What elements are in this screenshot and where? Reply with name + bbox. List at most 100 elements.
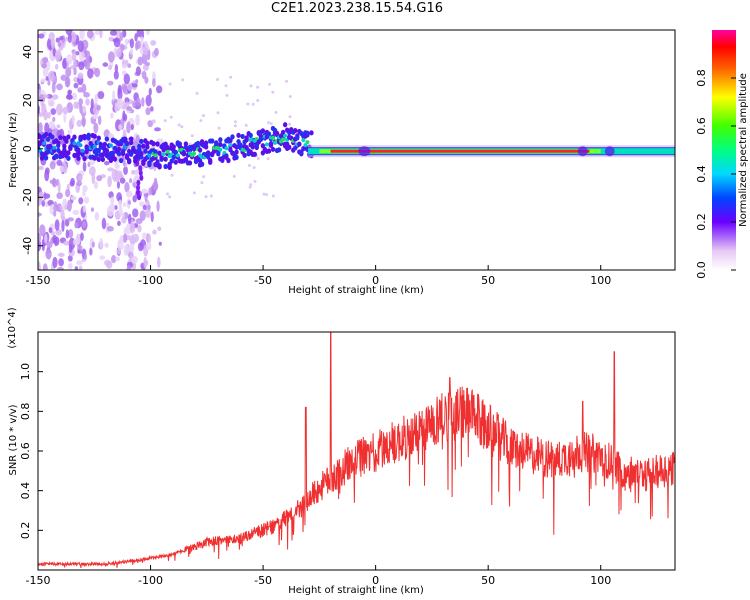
- spectrogram-ridge-mark: [218, 137, 223, 143]
- colorbar-label: Normalized spectral amplitude: [738, 73, 749, 227]
- spectrogram-noise-mark: [48, 120, 55, 131]
- spectrogram-noise-mark: [122, 30, 127, 38]
- spectrogram-noise-mark: [67, 217, 74, 222]
- spectrogram-x-tick-label: -50: [254, 274, 272, 287]
- spectrogram-ridge-mark: [242, 152, 247, 158]
- spectrogram-noise-mark: [94, 67, 101, 78]
- spectrogram-noise-mark: [114, 205, 118, 210]
- spectrogram-noise-mark: [121, 64, 128, 69]
- snr-panel: -150 -100 -50 0 50 100 0.2 0.4 0.6 0.8 1.0 Height…: [7, 307, 676, 596]
- spectrogram-noise-mark: [136, 179, 141, 186]
- spectrogram-ridge-mark: [248, 132, 253, 139]
- spectrogram-noise-mark: [99, 255, 105, 260]
- snr-x-label: Height of straight line (km): [288, 585, 424, 596]
- spectrogram-ridge-mark: [281, 137, 286, 142]
- spectrogram-noise-mark: [46, 241, 53, 249]
- spectrogram-noise-mark: [78, 98, 84, 106]
- spectrogram-ridge-mark: [203, 140, 209, 146]
- snr-x-tick-label: -100: [138, 574, 163, 587]
- spectrogram-noise-mark: [71, 92, 78, 101]
- spectrogram-noise-mark: [78, 197, 84, 205]
- spectrogram-ridge-mark: [224, 146, 229, 151]
- spectrogram-noise-mark: [266, 157, 270, 161]
- spectrogram-y-tick-label: 40: [21, 45, 34, 59]
- spectrogram-noise-mark: [155, 85, 163, 94]
- spectrogram-ridge-mark: [139, 138, 144, 144]
- snr-y-tick-label: 0.6: [19, 442, 32, 460]
- spectrogram-noise-mark: [57, 182, 61, 194]
- spectrogram-noise-mark: [99, 238, 104, 250]
- spectrogram-noise-mark: [117, 220, 121, 227]
- spectrogram-noise-mark: [262, 192, 266, 196]
- spectrogram-noise-mark: [82, 190, 86, 197]
- spectrogram-noise-mark: [38, 232, 41, 244]
- spectrogram-noise-mark: [46, 112, 51, 119]
- spectrogram-ridge-mark: [42, 141, 47, 146]
- spectrogram-noise-mark: [271, 194, 275, 198]
- spectrogram-noise-mark: [145, 207, 152, 219]
- spectrogram-noise-mark: [104, 242, 109, 248]
- spectrogram-noise-mark: [202, 175, 206, 179]
- spectrogram-band-blob: [604, 146, 615, 157]
- spectrogram-noise-mark: [131, 83, 138, 88]
- spectrogram-noise-mark: [39, 224, 46, 237]
- spectrogram-noise-mark: [77, 72, 84, 80]
- spectrogram-noise-mark: [47, 98, 55, 107]
- spectrogram-ridge-mark: [66, 150, 71, 156]
- spectrogram-noise-mark: [135, 79, 139, 84]
- spectrogram-noise-mark: [78, 265, 83, 270]
- spectrogram-noise-mark: [61, 220, 65, 232]
- spectrogram-ridge-mark: [199, 161, 205, 167]
- spectrogram-noise-mark: [65, 188, 71, 198]
- spectrogram-noise-mark: [49, 160, 56, 170]
- spectrogram-ridge-mark: [203, 144, 209, 150]
- spectrogram-noise-mark: [253, 179, 257, 183]
- spectrogram-noise-mark: [57, 252, 65, 257]
- spectrogram-noise-mark: [115, 256, 120, 262]
- spectrogram-ridge-mark: [214, 141, 219, 148]
- spectrogram-ridge-mark: [171, 154, 176, 160]
- spectrogram-ridge-mark: [260, 143, 266, 149]
- spectrogram-noise-mark: [67, 129, 73, 135]
- spectrogram-noise-mark: [141, 232, 147, 240]
- spectrogram-noise-mark: [154, 47, 159, 57]
- spectrogram-noise-mark: [216, 111, 220, 115]
- spectrogram-noise-mark: [103, 259, 111, 267]
- spectrogram-noise-mark: [271, 90, 275, 94]
- spectrogram-noise-mark: [53, 204, 60, 212]
- spectrogram-noise-mark: [43, 109, 48, 121]
- snr-series-line: [38, 332, 675, 569]
- spectrogram-noise-mark: [43, 193, 51, 199]
- spectrogram-noise-mark: [169, 115, 173, 119]
- spectrogram-noise-mark: [121, 212, 125, 218]
- spectrogram-noise-mark: [246, 102, 250, 106]
- spectrogram-noise-mark: [112, 38, 119, 43]
- spectrogram-noise-mark: [145, 30, 151, 36]
- spectrogram-noise-mark: [97, 115, 102, 126]
- spectrogram-noise-mark: [180, 125, 184, 129]
- spectrogram-noise-mark: [132, 195, 137, 203]
- spectrogram-noise-mark: [140, 36, 144, 48]
- spectrogram-noise-mark: [91, 241, 95, 248]
- spectrogram-noise-mark: [150, 106, 154, 112]
- spectrogram-noise-mark: [67, 254, 73, 262]
- spectrogram-noise-mark: [107, 167, 114, 172]
- spectrogram-noise-mark: [74, 221, 79, 229]
- spectrogram-noise-mark: [59, 36, 64, 41]
- spectrogram-frame: [37, 29, 676, 271]
- spectrogram-ridge-mark: [38, 134, 43, 140]
- spectrogram-noise-mark: [168, 195, 172, 199]
- spectrogram-noise-mark: [156, 200, 160, 212]
- spectrogram-ridge-mark: [66, 134, 71, 140]
- spectrogram-ridge-mark: [305, 130, 310, 136]
- spectrogram-ridge-mark: [120, 150, 126, 157]
- snr-y-tick-label: 0.8: [19, 403, 32, 421]
- spectrogram-ridge-mark: [283, 133, 288, 138]
- spectrogram-noise-mark: [77, 40, 84, 53]
- spectrogram-noise-mark: [46, 60, 51, 72]
- spectrogram-noise-mark: [43, 94, 49, 99]
- spectrogram-noise-mark: [166, 192, 170, 196]
- spectrogram-noise-mark: [233, 120, 237, 124]
- spectrogram-noise-mark: [90, 207, 95, 212]
- spectrogram-noise-mark: [127, 213, 132, 225]
